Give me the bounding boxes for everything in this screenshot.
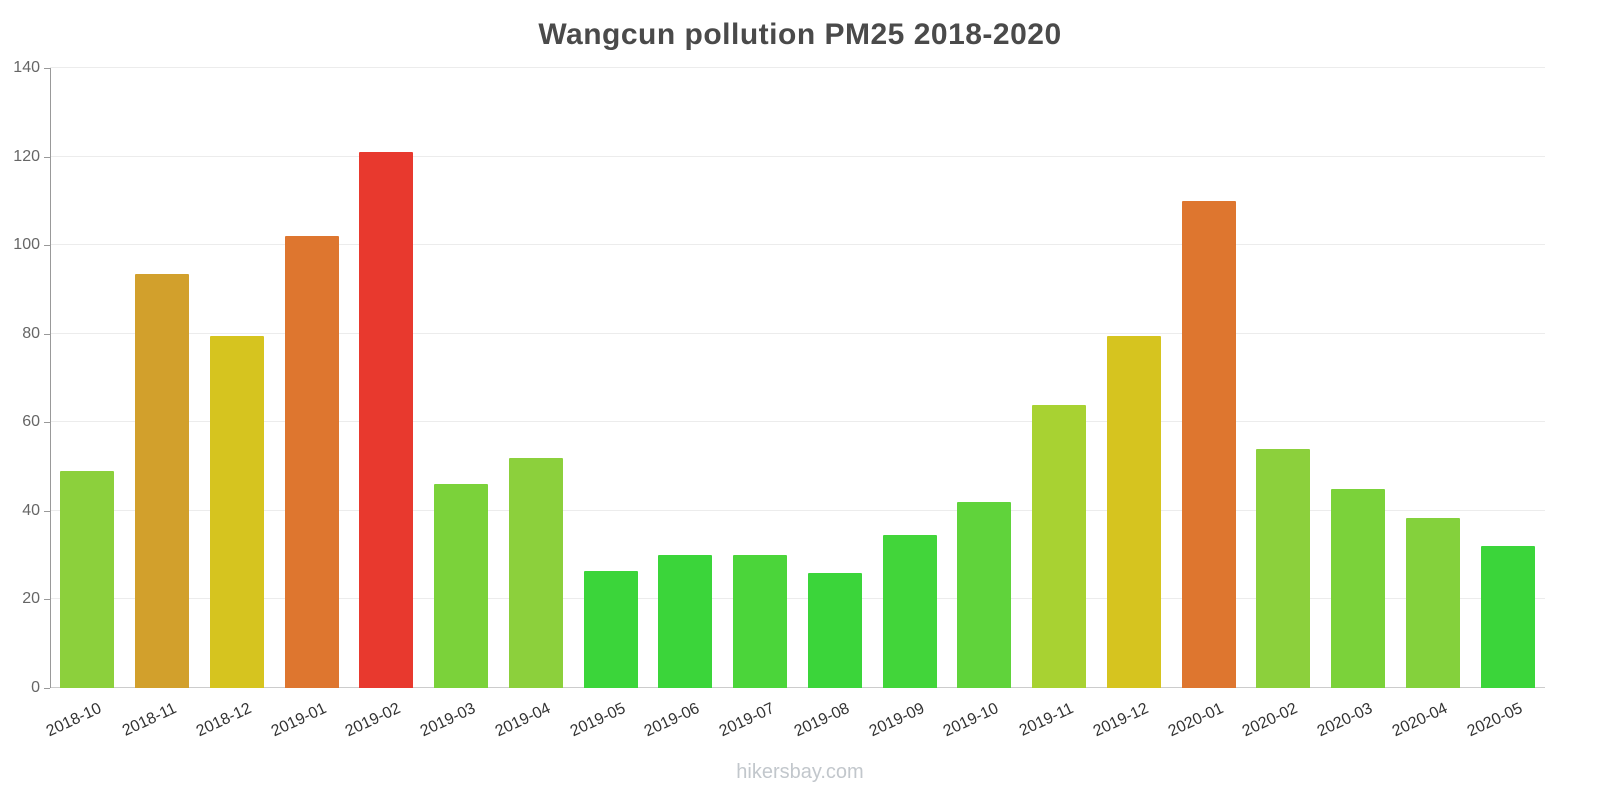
x-tick-label: 2018-10: [44, 700, 105, 741]
x-tick-label: 2020-05: [1464, 700, 1525, 741]
bar-2020-04[interactable]: [1405, 517, 1460, 688]
y-tick-label: 100: [13, 236, 40, 254]
x-tick-label: 2019-03: [417, 700, 479, 741]
y-axis-tick: [44, 68, 50, 69]
bar-2019-06[interactable]: [658, 555, 713, 688]
bar-2020-01[interactable]: [1181, 200, 1236, 688]
bar-2019-11[interactable]: [1032, 404, 1087, 688]
x-tick-label: 2019-09: [866, 700, 927, 741]
x-axis-line: [50, 687, 1545, 688]
bar-2018-10[interactable]: [60, 471, 115, 688]
gridline: [50, 509, 1545, 511]
x-tick-label: 2019-05: [567, 700, 628, 741]
x-tick-label: 2020-03: [1314, 700, 1376, 741]
x-tick-label: 2018-12: [193, 700, 255, 741]
watermark-text: hikersbay.com: [736, 761, 864, 783]
x-tick-label: 2019-08: [791, 700, 853, 741]
y-tick-label: 0: [31, 679, 40, 696]
y-tick-label: 40: [22, 501, 40, 519]
y-tick-label: 60: [22, 413, 40, 431]
bar-2019-07[interactable]: [733, 555, 788, 688]
bar-2019-05[interactable]: [583, 570, 638, 688]
y-axis-tick: [44, 333, 50, 335]
bar-2020-02[interactable]: [1256, 448, 1311, 688]
bar-2020-05[interactable]: [1480, 546, 1535, 688]
x-tick-label: 2019-02: [343, 700, 404, 741]
x-tick-label: 2019-07: [716, 700, 778, 741]
bar-2018-11[interactable]: [135, 273, 190, 688]
bar-2019-09[interactable]: [882, 535, 937, 688]
bar-2020-03[interactable]: [1331, 488, 1386, 688]
y-tick-label: 140: [13, 59, 40, 76]
x-tick-label: 2019-04: [492, 700, 554, 741]
y-axis-line: [50, 68, 51, 688]
y-axis-tick: [44, 422, 50, 424]
bar-2019-10[interactable]: [957, 502, 1012, 688]
bar-2019-02[interactable]: [359, 152, 414, 688]
x-tick-label: 2020-01: [1165, 700, 1226, 741]
bar-2019-08[interactable]: [807, 572, 862, 688]
chart-title: Wangcun pollution PM25 2018-2020: [538, 18, 1062, 51]
y-tick-label: 80: [22, 324, 40, 342]
y-tick-label: 20: [22, 590, 40, 608]
x-tick-label: 2019-11: [1016, 700, 1077, 740]
gridline: [50, 244, 1545, 246]
y-axis-tick: [44, 156, 50, 158]
x-tick-label: 2019-12: [1090, 700, 1152, 741]
x-tick-label: 2020-04: [1389, 700, 1451, 741]
gridline: [50, 598, 1545, 600]
y-tick-label: 120: [13, 147, 40, 165]
y-axis-tick: [44, 688, 50, 689]
gridline: [50, 67, 1545, 68]
x-tick-label: 2019-01: [268, 700, 329, 741]
bar-2019-01[interactable]: [284, 236, 339, 688]
x-tick-label: 2019-06: [642, 700, 703, 741]
gridline: [50, 332, 1545, 334]
x-tick-label: 2020-02: [1240, 700, 1301, 741]
x-tick-label: 2019-10: [941, 700, 1002, 741]
bar-2019-04[interactable]: [508, 457, 563, 688]
plot-area: [50, 67, 1545, 688]
bar-2019-03[interactable]: [434, 484, 489, 688]
y-axis-tick: [44, 510, 50, 512]
gridline: [50, 155, 1545, 157]
y-axis-tick: [44, 599, 50, 601]
y-axis-tick: [44, 245, 50, 247]
x-tick-label: 2018-11: [119, 700, 180, 740]
bar-2019-12[interactable]: [1106, 335, 1161, 688]
gridline: [50, 421, 1545, 423]
bar-2018-12[interactable]: [209, 335, 264, 688]
